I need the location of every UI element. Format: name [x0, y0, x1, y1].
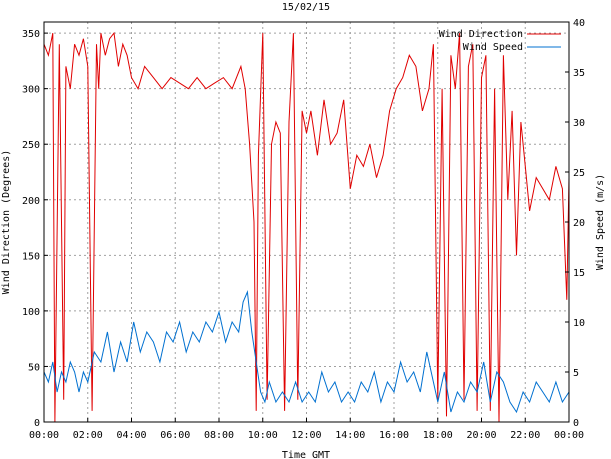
y-right-tick-label: 20 — [573, 218, 585, 229]
x-axis-label: Time GMT — [282, 450, 330, 459]
y-right-tick-label: 15 — [573, 268, 585, 279]
series-line-wind-speed — [43, 290, 570, 414]
y-right-tick-label: 40 — [573, 18, 585, 29]
series-layer — [43, 31, 570, 423]
legend-label-wind-speed: Wind Speed — [463, 42, 523, 53]
y-left-tick-label: 150 — [22, 251, 40, 262]
x-tick-label: 14:00 — [335, 430, 365, 441]
y-axis-label-right: Wind Speed (m/s) — [595, 174, 606, 270]
y-right-tick-label: 10 — [573, 318, 585, 329]
y-left-tick-label: 0 — [34, 418, 40, 429]
tick-layer: 00:00 02:00 04:00 06:00 08:00 10:00 12:00 14:00… — [22, 18, 585, 441]
legend: Wind Direction Wind Speed — [439, 29, 561, 53]
x-tick-label: 18:00 — [423, 430, 453, 441]
y-right-tick-label: 0 — [573, 418, 579, 429]
y-left-tick-label: 350 — [22, 29, 40, 40]
y-left-tick-label: 300 — [22, 85, 40, 96]
y-right-tick-label: 35 — [573, 68, 585, 79]
legend-label-wind-direction: Wind Direction — [439, 29, 523, 40]
y-right-tick-label: 30 — [573, 118, 585, 129]
x-tick-label: 12:00 — [291, 430, 321, 441]
chart-title: 15/02/15 — [282, 2, 330, 13]
y-left-tick-label: 200 — [22, 196, 40, 207]
x-tick-label: 00:00 — [29, 430, 59, 441]
x-tick-label: 20:00 — [466, 430, 496, 441]
series-line-wind-direction — [43, 31, 570, 423]
x-tick-label: 02:00 — [73, 430, 103, 441]
x-tick-label: 16:00 — [379, 430, 409, 441]
x-tick-label: 10:00 — [248, 430, 278, 441]
y-right-tick-label: 25 — [573, 168, 585, 179]
y-right-tick-label: 5 — [573, 368, 579, 379]
y-left-tick-label: 250 — [22, 140, 40, 151]
x-tick-label: 06:00 — [160, 430, 190, 441]
x-tick-label: 04:00 — [116, 430, 146, 441]
x-tick-label: 00:00 — [554, 430, 584, 441]
grid — [44, 22, 569, 422]
y-left-tick-label: 50 — [28, 362, 40, 373]
x-tick-label: 22:00 — [510, 430, 540, 441]
x-tick-label: 08:00 — [204, 430, 234, 441]
y-axis-label-left: Wind Direction (Degrees) — [1, 150, 12, 295]
y-left-tick-label: 100 — [22, 307, 40, 318]
